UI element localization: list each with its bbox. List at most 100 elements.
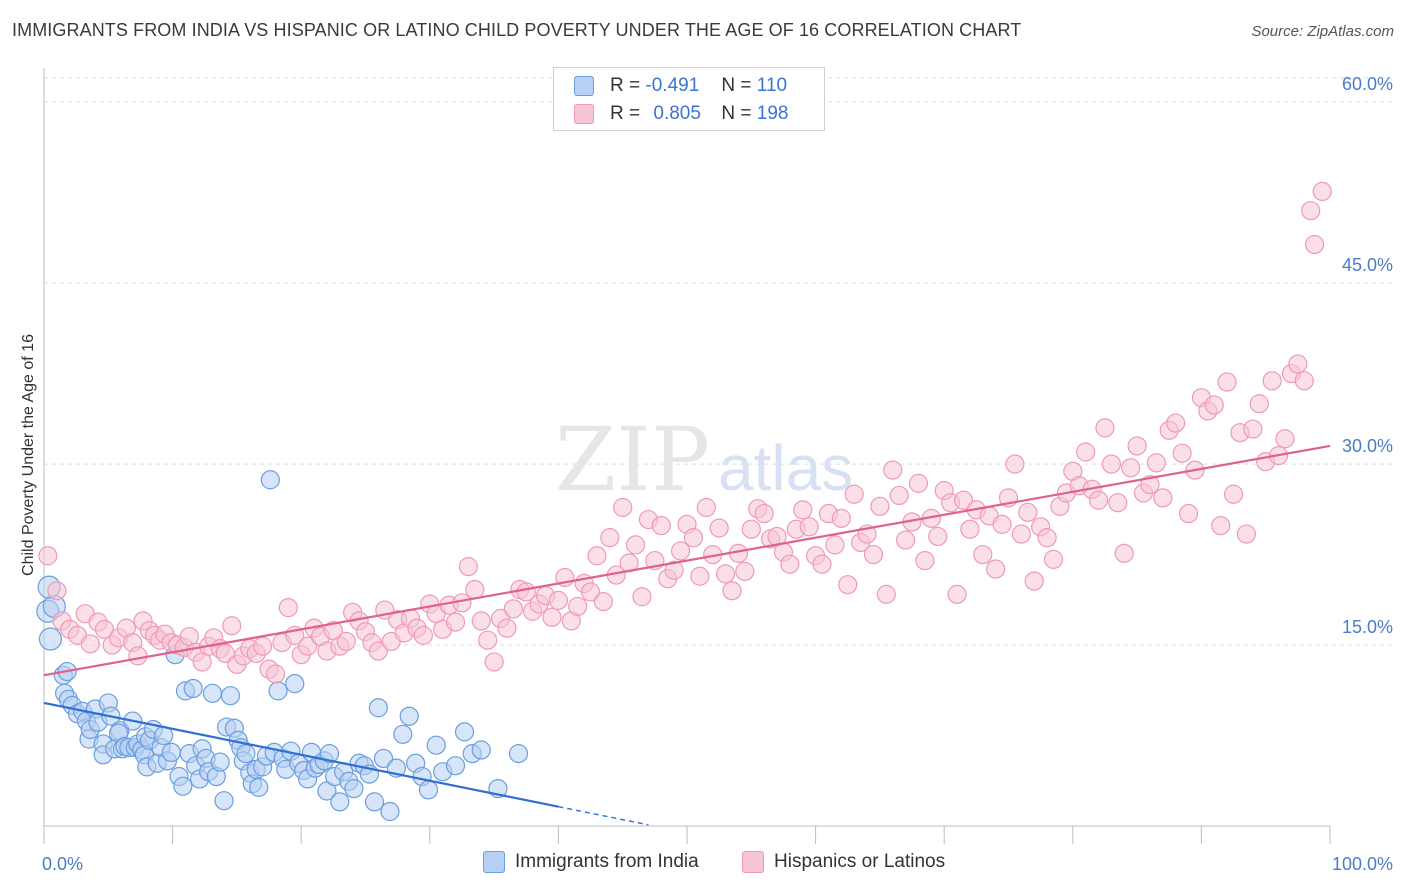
- data-point: [418, 780, 439, 800]
- data-point: [632, 587, 652, 607]
- data-point: [210, 752, 230, 772]
- data-point: [268, 681, 288, 701]
- source-label: Source: ZipAtlas.com: [1251, 23, 1394, 40]
- data-point: [1024, 571, 1044, 591]
- watermark-zip: ZIP: [555, 408, 710, 511]
- data-point: [883, 460, 903, 480]
- data-point: [1304, 234, 1325, 255]
- x-tick-label: 0.0%: [42, 854, 83, 874]
- watermark-atlas: atlas: [718, 432, 853, 504]
- data-point: [336, 631, 356, 652]
- data-point: [471, 740, 491, 760]
- data-point: [889, 485, 909, 506]
- data-point: [80, 634, 100, 654]
- data-point: [953, 490, 974, 510]
- data-point: [568, 596, 588, 617]
- legend-n-label: N =: [721, 75, 752, 96]
- data-point: [319, 744, 340, 764]
- data-point: [838, 575, 858, 595]
- data-point: [344, 778, 364, 799]
- data-point: [973, 544, 993, 565]
- legend-r-value-india: -0.491: [645, 75, 700, 96]
- data-point: [1095, 418, 1115, 438]
- data-point: [690, 566, 710, 586]
- axes: 15.0% 30.0% 45.0% 60.0% 0.0% 100.0%: [42, 68, 1393, 874]
- data-point: [1166, 413, 1186, 433]
- data-point: [38, 546, 58, 566]
- data-point: [1108, 493, 1128, 513]
- trend-line-extension: [558, 806, 649, 826]
- data-point: [825, 535, 845, 555]
- data-point: [1288, 354, 1308, 374]
- data-point: [780, 554, 800, 574]
- data-point: [1101, 454, 1121, 474]
- data-points: [36, 181, 1332, 822]
- data-point: [812, 554, 832, 574]
- data-point: [1249, 394, 1269, 414]
- data-point: [986, 559, 1006, 579]
- legend-n-label: N =: [721, 103, 752, 124]
- data-point: [683, 528, 704, 548]
- data-point: [960, 519, 980, 539]
- y-tick-label: 45.0%: [1342, 255, 1393, 275]
- data-point: [1211, 515, 1231, 536]
- legend-r-value-hispanic: 0.805: [653, 103, 701, 124]
- legend-n-value-india: 110: [756, 75, 788, 96]
- data-point: [1121, 458, 1141, 478]
- data-point: [368, 698, 388, 718]
- data-point: [1294, 371, 1314, 391]
- data-point: [600, 528, 620, 548]
- data-point: [831, 508, 851, 528]
- data-point: [249, 777, 269, 797]
- data-point: [426, 735, 446, 755]
- data-point: [754, 503, 774, 524]
- data-point: [1018, 502, 1038, 522]
- data-point: [1301, 201, 1321, 221]
- data-point: [202, 683, 223, 703]
- data-point: [1114, 543, 1134, 563]
- data-point: [236, 744, 256, 764]
- data-point: [587, 546, 607, 566]
- series-legend: Immigrants from India Hispanics or Latin…: [0, 851, 1406, 879]
- data-point: [1178, 503, 1199, 524]
- data-point: [445, 756, 466, 776]
- data-point: [625, 535, 646, 555]
- data-point: [1037, 528, 1057, 548]
- series-hispanic: [38, 181, 1332, 684]
- data-point: [928, 526, 948, 547]
- data-point: [947, 584, 967, 604]
- data-point: [844, 484, 864, 504]
- data-point: [1262, 371, 1282, 391]
- data-point: [715, 564, 736, 584]
- data-point: [548, 590, 569, 610]
- data-point: [735, 561, 755, 582]
- data-point: [1243, 419, 1263, 439]
- data-point: [1043, 549, 1064, 569]
- data-point: [908, 473, 929, 493]
- data-point: [1153, 488, 1173, 508]
- data-point: [508, 744, 529, 764]
- data-point: [580, 582, 601, 602]
- data-point: [1088, 490, 1109, 510]
- data-point: [478, 630, 498, 650]
- data-point: [399, 706, 419, 726]
- legend-r-label: R =: [610, 75, 641, 96]
- data-point: [1275, 429, 1295, 449]
- legend-n-value-hispanic: 198: [756, 103, 789, 124]
- data-point: [1312, 181, 1332, 202]
- data-point: [1217, 372, 1237, 392]
- data-point: [722, 581, 742, 601]
- series-swatch-india: [483, 851, 505, 873]
- legend-r-label: R =: [610, 103, 641, 124]
- data-point: [664, 560, 684, 580]
- series-legend-india: Immigrants from India: [483, 851, 699, 873]
- data-point: [364, 792, 385, 812]
- data-point: [285, 674, 305, 694]
- data-point: [497, 618, 517, 638]
- data-point: [454, 722, 475, 742]
- data-point: [1223, 484, 1244, 504]
- data-point: [222, 616, 242, 636]
- data-point: [214, 791, 234, 811]
- series-label-india: Immigrants from India: [515, 851, 699, 872]
